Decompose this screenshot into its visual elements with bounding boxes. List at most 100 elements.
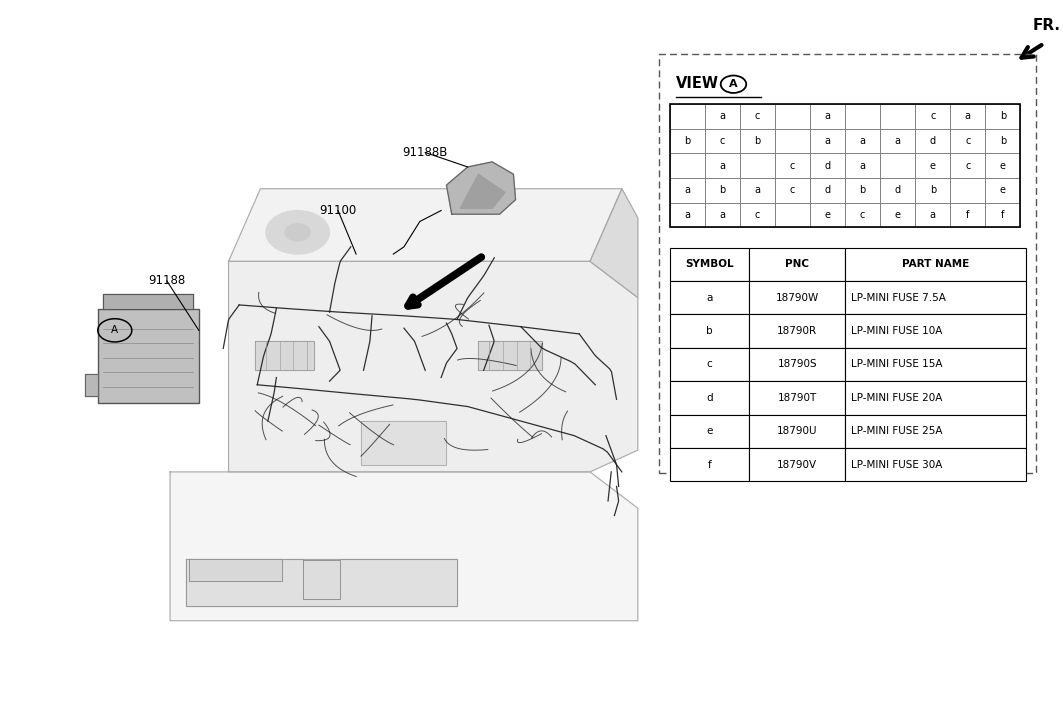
Bar [915, 178, 950, 203]
Bar [749, 415, 845, 448]
Text: SYMBOL: SYMBOL [686, 259, 733, 269]
Text: a: a [930, 210, 935, 220]
Bar [670, 348, 749, 381]
Bar [670, 381, 749, 415]
Bar [670, 314, 749, 348]
Text: a: a [825, 136, 830, 146]
Text: LP-MINI FUSE 15A: LP-MINI FUSE 15A [851, 359, 943, 370]
Text: d: d [825, 160, 830, 171]
Polygon shape [170, 472, 638, 621]
Bar [915, 104, 950, 129]
Polygon shape [186, 559, 457, 606]
Bar [670, 448, 749, 481]
Text: a: a [685, 185, 690, 195]
Bar [810, 153, 845, 178]
Bar [775, 153, 810, 178]
Text: b: b [930, 185, 935, 195]
Text: 91188B: 91188B [403, 146, 448, 159]
Bar [670, 129, 705, 153]
Text: PNC: PNC [786, 259, 809, 269]
Bar [705, 104, 740, 129]
Bar [915, 203, 950, 227]
Polygon shape [478, 341, 542, 370]
Text: LP-MINI FUSE 25A: LP-MINI FUSE 25A [851, 426, 943, 436]
Text: e: e [1000, 185, 1006, 195]
Text: d: d [895, 185, 900, 195]
Bar [740, 178, 775, 203]
Text: c: c [790, 185, 795, 195]
Bar [775, 203, 810, 227]
Bar [810, 129, 845, 153]
Polygon shape [103, 294, 193, 309]
Bar [749, 248, 845, 281]
Text: A: A [729, 79, 738, 89]
Bar [670, 415, 749, 448]
Bar [845, 153, 880, 178]
Text: 91188: 91188 [148, 274, 186, 287]
Text: 91100: 91100 [319, 204, 357, 217]
Text: 18790R: 18790R [777, 326, 817, 336]
Text: c: c [860, 210, 865, 220]
Polygon shape [255, 341, 314, 370]
Bar [845, 104, 880, 129]
Text: 18790S: 18790S [777, 359, 817, 370]
Text: A: A [112, 325, 118, 335]
Polygon shape [446, 162, 516, 214]
Bar [845, 129, 880, 153]
Text: c: c [965, 136, 971, 146]
Text: LP-MINI FUSE 10A: LP-MINI FUSE 10A [851, 326, 943, 336]
Bar [670, 104, 705, 129]
Bar [880, 178, 915, 203]
Bar [950, 104, 985, 129]
Text: a: a [720, 160, 725, 171]
Polygon shape [229, 189, 622, 261]
Bar [740, 153, 775, 178]
Bar [985, 153, 1020, 178]
Bar [845, 381, 1026, 415]
Text: c: c [965, 160, 971, 171]
Text: e: e [895, 210, 900, 220]
Text: b: b [860, 185, 865, 195]
Polygon shape [189, 559, 282, 581]
Bar [950, 129, 985, 153]
Text: c: c [790, 160, 795, 171]
Text: a: a [755, 185, 760, 195]
Bar [985, 104, 1020, 129]
Bar [740, 104, 775, 129]
Bar [810, 178, 845, 203]
Bar [670, 281, 749, 314]
Text: a: a [860, 136, 865, 146]
Polygon shape [590, 189, 638, 298]
Text: f: f [966, 210, 969, 220]
Text: a: a [707, 293, 712, 303]
Text: c: c [755, 210, 760, 220]
Bar [880, 203, 915, 227]
Bar [845, 448, 1026, 481]
Text: FR.: FR. [1033, 18, 1061, 33]
Bar [705, 129, 740, 153]
Bar [845, 415, 1026, 448]
Bar [670, 203, 705, 227]
Bar [749, 348, 845, 381]
Text: c: c [720, 136, 725, 146]
Text: e: e [930, 160, 935, 171]
Bar [985, 178, 1020, 203]
Text: 18790T: 18790T [778, 393, 816, 403]
Text: b: b [706, 326, 713, 336]
Bar [880, 153, 915, 178]
Bar [775, 129, 810, 153]
Text: LP-MINI FUSE 7.5A: LP-MINI FUSE 7.5A [851, 293, 946, 303]
Text: d: d [706, 393, 713, 403]
Bar [749, 448, 845, 481]
Text: 18790W: 18790W [776, 293, 819, 303]
Text: b: b [755, 136, 760, 146]
Bar [845, 314, 1026, 348]
Bar [845, 203, 880, 227]
Text: 18790U: 18790U [777, 426, 817, 436]
Bar [950, 153, 985, 178]
Bar [775, 178, 810, 203]
Bar [810, 203, 845, 227]
Bar [845, 178, 880, 203]
Bar [950, 203, 985, 227]
Bar [705, 153, 740, 178]
